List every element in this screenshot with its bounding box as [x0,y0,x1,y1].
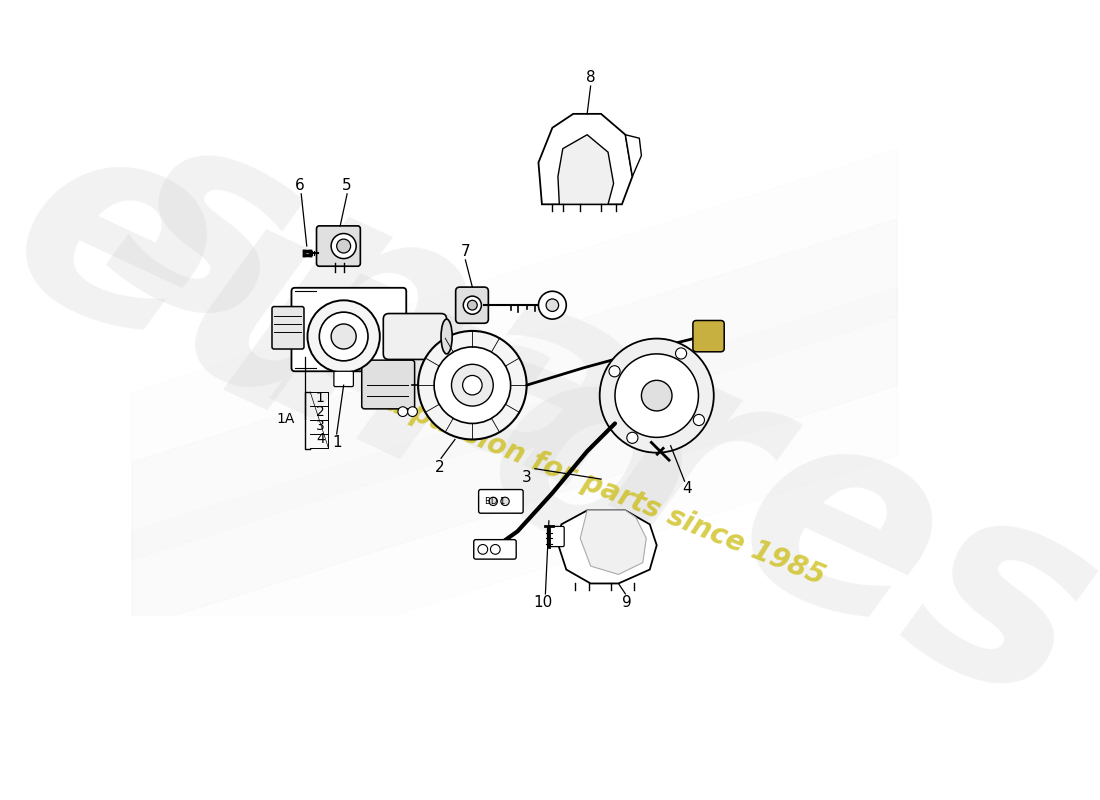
FancyBboxPatch shape [272,306,304,349]
Circle shape [468,300,477,310]
Text: 1: 1 [332,435,341,450]
Circle shape [500,498,509,506]
Text: BD 1: BD 1 [485,497,505,506]
Circle shape [477,545,487,554]
Circle shape [491,545,501,554]
FancyBboxPatch shape [383,314,447,359]
Text: 9: 9 [621,594,631,610]
Text: 4: 4 [316,433,324,446]
Circle shape [418,331,527,439]
Text: 3: 3 [521,470,531,486]
Circle shape [627,432,638,443]
FancyBboxPatch shape [455,287,488,323]
Text: 3: 3 [316,418,324,433]
Circle shape [675,348,686,359]
Circle shape [331,324,356,349]
Polygon shape [558,134,614,204]
FancyBboxPatch shape [317,226,361,266]
Circle shape [641,380,672,411]
Text: 5: 5 [342,178,352,193]
Polygon shape [626,134,641,177]
FancyBboxPatch shape [362,360,415,409]
Text: 4: 4 [682,481,692,496]
Text: 8: 8 [586,70,595,85]
FancyBboxPatch shape [334,371,353,386]
Circle shape [398,406,408,417]
Text: 1A: 1A [276,411,295,426]
Polygon shape [558,510,657,583]
Circle shape [451,364,493,406]
Text: 1: 1 [316,390,324,405]
Text: 2: 2 [316,405,324,418]
FancyBboxPatch shape [548,526,564,546]
Text: spares: spares [75,78,1100,762]
Circle shape [609,366,620,377]
FancyBboxPatch shape [478,490,524,514]
Circle shape [546,299,559,311]
FancyBboxPatch shape [292,288,406,371]
Circle shape [538,291,566,319]
Circle shape [615,354,698,438]
Text: a passion for parts since 1985: a passion for parts since 1985 [381,388,828,591]
FancyBboxPatch shape [693,321,724,352]
Circle shape [600,338,714,453]
Circle shape [490,498,497,506]
Ellipse shape [441,319,452,354]
Text: 10: 10 [534,594,553,610]
Polygon shape [538,114,632,204]
Circle shape [331,234,356,258]
Circle shape [693,414,704,426]
Circle shape [463,375,482,395]
Polygon shape [580,510,647,574]
Circle shape [319,312,369,361]
Text: 2: 2 [434,460,444,474]
Text: 7: 7 [461,244,470,259]
Text: 6: 6 [295,178,305,193]
Circle shape [434,347,510,423]
Circle shape [337,239,351,253]
FancyBboxPatch shape [474,540,516,559]
Circle shape [408,406,417,417]
Circle shape [463,296,482,314]
Circle shape [308,300,380,373]
Text: euro: euro [0,84,735,630]
